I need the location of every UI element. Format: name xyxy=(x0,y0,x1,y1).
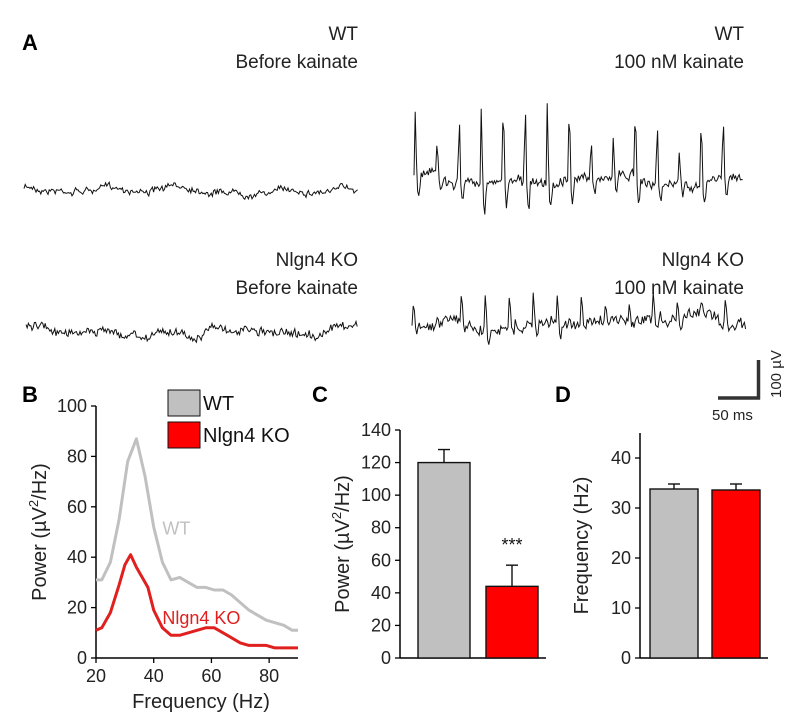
legend-label-ko: Nlgn4 KO xyxy=(203,425,290,447)
chartC-bar-ko xyxy=(485,585,539,659)
chart-b-y-tick-label: 20 xyxy=(67,598,87,618)
chartC-y-label-tail: /Hz) xyxy=(332,475,354,512)
chart-b-annotation-wt: WT xyxy=(162,519,190,539)
chart-b-x-tick-label: 80 xyxy=(259,666,279,686)
trace-ko-kainate xyxy=(411,292,747,345)
panel-b-letter: B xyxy=(22,382,38,407)
chart-b-x-tick-label: 60 xyxy=(201,666,221,686)
chart-b-series-ko xyxy=(95,553,298,650)
chart-b-y-tick-label: 60 xyxy=(67,497,87,517)
scale-bar: 50 ms 100 µV xyxy=(712,350,785,424)
chart-b-x-label: Frequency (Hz) xyxy=(132,691,270,713)
chartC-y-tick-label: 60 xyxy=(371,550,391,570)
ko-kainate-subtitle: 100 nM kainate xyxy=(614,278,744,299)
chartC-y-tick-label: 120 xyxy=(361,453,391,473)
trace-ko-before xyxy=(25,319,358,344)
chartD-bar-ko xyxy=(711,489,761,659)
chartC-significance: *** xyxy=(501,535,522,555)
chart-b-series-wt xyxy=(96,437,298,632)
chartC-y-label: Power (µV2/Hz) xyxy=(329,475,354,613)
legend: WT Nlgn4 KO xyxy=(167,389,290,449)
chart-b-y-tick-label: 0 xyxy=(77,648,87,668)
wt-kainate-subtitle: 100 nM kainate xyxy=(614,52,744,73)
chartD-y-label: Frequency (Hz) xyxy=(571,477,593,615)
trace-wt-before xyxy=(23,180,358,201)
chartD-y-tick-label: 20 xyxy=(611,548,631,568)
scale-bar-time-label: 50 ms xyxy=(712,407,753,424)
panel-c-letter: C xyxy=(312,382,328,407)
chartD-y-tick-label: 40 xyxy=(611,448,631,468)
legend-swatch-ko xyxy=(167,421,201,449)
panel-d-letter: D xyxy=(555,382,571,407)
wt-before-subtitle: Before kainate xyxy=(235,52,358,73)
chart-b-y-label-sup: 2 xyxy=(26,500,41,507)
chartC-y-tick-label: 20 xyxy=(371,615,391,635)
chartC-y-tick-label: 0 xyxy=(381,648,391,668)
chartC-bar-wt xyxy=(417,461,471,659)
chart-b-y-tick-label: 40 xyxy=(67,547,87,567)
ko-kainate-title: Nlgn4 KO xyxy=(662,250,744,271)
chartD-y-tick-label: 10 xyxy=(611,598,631,618)
ko-before-subtitle: Before kainate xyxy=(235,278,358,299)
chartC-y-label-sup: 2 xyxy=(329,512,344,519)
trace-wt-kainate xyxy=(413,103,743,215)
legend-swatch-wt xyxy=(167,389,201,417)
chart-b-y-tick-label: 100 xyxy=(57,396,87,416)
wt-kainate-title: WT xyxy=(714,24,744,45)
chartD-y-tick-label: 0 xyxy=(621,648,631,668)
chartD-y-tick-label: 30 xyxy=(611,498,631,518)
scale-bar-amplitude-label: 100 µV xyxy=(768,350,785,398)
chart-c: 0 20 40 60 80 100 120 140 Power (µV2/Hz) *** xyxy=(329,420,546,668)
ko-before-title: Nlgn4 KO xyxy=(276,250,358,271)
chart-b-y-label-tail: /Hz) xyxy=(29,463,51,500)
chart-b-y-tick-label: 80 xyxy=(67,446,87,466)
wt-before-title: WT xyxy=(328,24,358,45)
legend-label-wt: WT xyxy=(203,393,234,415)
chart-b-annotation-ko: Nlgn4 KO xyxy=(162,608,240,628)
chart-b-y-label: Power (µV2/Hz) xyxy=(26,463,51,601)
chartC-y-tick-label: 100 xyxy=(361,485,391,505)
chartD-bar-wt xyxy=(649,488,699,659)
chartC-y-tick-label: 80 xyxy=(371,518,391,538)
chart-d: 0 10 20 30 40 Frequency (Hz) xyxy=(571,433,768,668)
chartC-y-tick-label: 140 xyxy=(361,420,391,440)
chart-b-x-tick-label: 20 xyxy=(86,666,106,686)
panel-a-letter: A xyxy=(22,30,38,55)
chart-b-x-tick-label: 40 xyxy=(144,666,164,686)
chartC-y-tick-label: 40 xyxy=(371,583,391,603)
